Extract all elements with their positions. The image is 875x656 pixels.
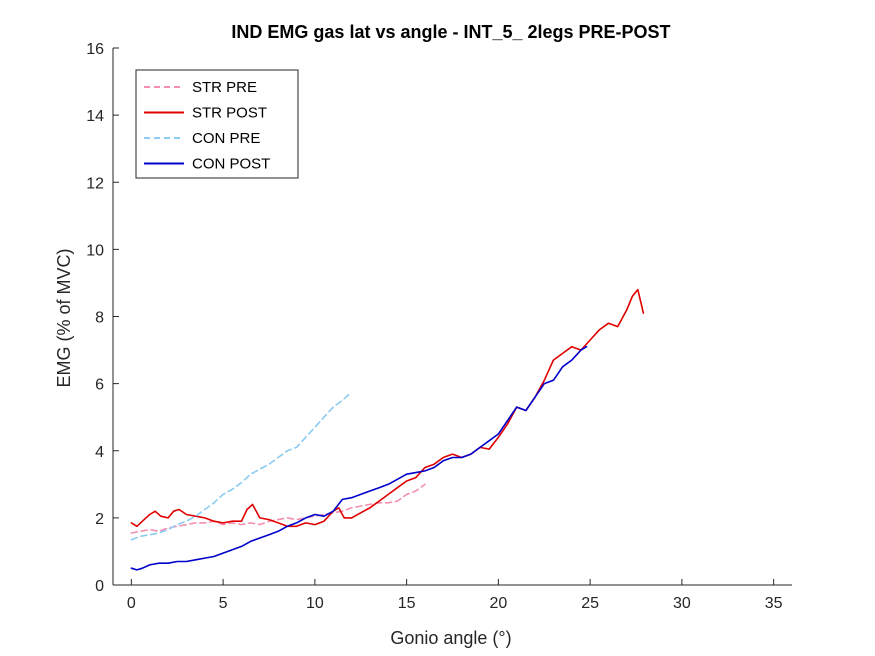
series-line-con-post bbox=[130, 345, 588, 571]
x-tick-label: 30 bbox=[673, 595, 691, 612]
legend-label: CON PRE bbox=[192, 130, 260, 147]
y-tick-label: 14 bbox=[86, 108, 104, 125]
x-tick-label: 0 bbox=[127, 595, 136, 612]
x-tick-label: 20 bbox=[489, 595, 507, 612]
plot-area bbox=[130, 288, 645, 571]
legend-label: CON POST bbox=[192, 156, 270, 173]
x-tick-label: 5 bbox=[219, 595, 228, 612]
y-tick-label: 4 bbox=[95, 444, 104, 461]
legend-box bbox=[135, 69, 299, 179]
y-tick-label: 10 bbox=[86, 242, 104, 259]
y-tick-label: 16 bbox=[86, 41, 104, 58]
y-tick-label: 12 bbox=[86, 175, 104, 192]
x-tick-label: 25 bbox=[581, 595, 599, 612]
legend: STR PRE STR POST CON PRE CON POST bbox=[135, 69, 299, 179]
y-axis-label: EMG (% of MVC) bbox=[54, 248, 74, 387]
y-tick-label: 8 bbox=[95, 310, 104, 327]
x-tick-label: 35 bbox=[765, 595, 783, 612]
x-tick-label: 10 bbox=[306, 595, 324, 612]
y-tick-label: 6 bbox=[95, 377, 104, 394]
x-axis-label: Gonio angle (°) bbox=[390, 628, 511, 648]
chart-title: IND EMG gas lat vs angle - INT_5_ 2legs … bbox=[231, 22, 670, 42]
tick-labels: 0 5 10 15 20 25 30 35 0 2 4 6 8 10 12 14 16 bbox=[86, 41, 782, 612]
legend-label: STR POST bbox=[192, 105, 267, 122]
legend-label: STR PRE bbox=[192, 79, 257, 96]
y-tick-label: 2 bbox=[95, 511, 104, 528]
x-tick-label: 15 bbox=[398, 595, 416, 612]
axes bbox=[112, 47, 792, 586]
y-tick-label: 0 bbox=[95, 578, 104, 595]
series-line-str-post bbox=[130, 288, 645, 528]
series-line-con-pre bbox=[130, 392, 351, 541]
